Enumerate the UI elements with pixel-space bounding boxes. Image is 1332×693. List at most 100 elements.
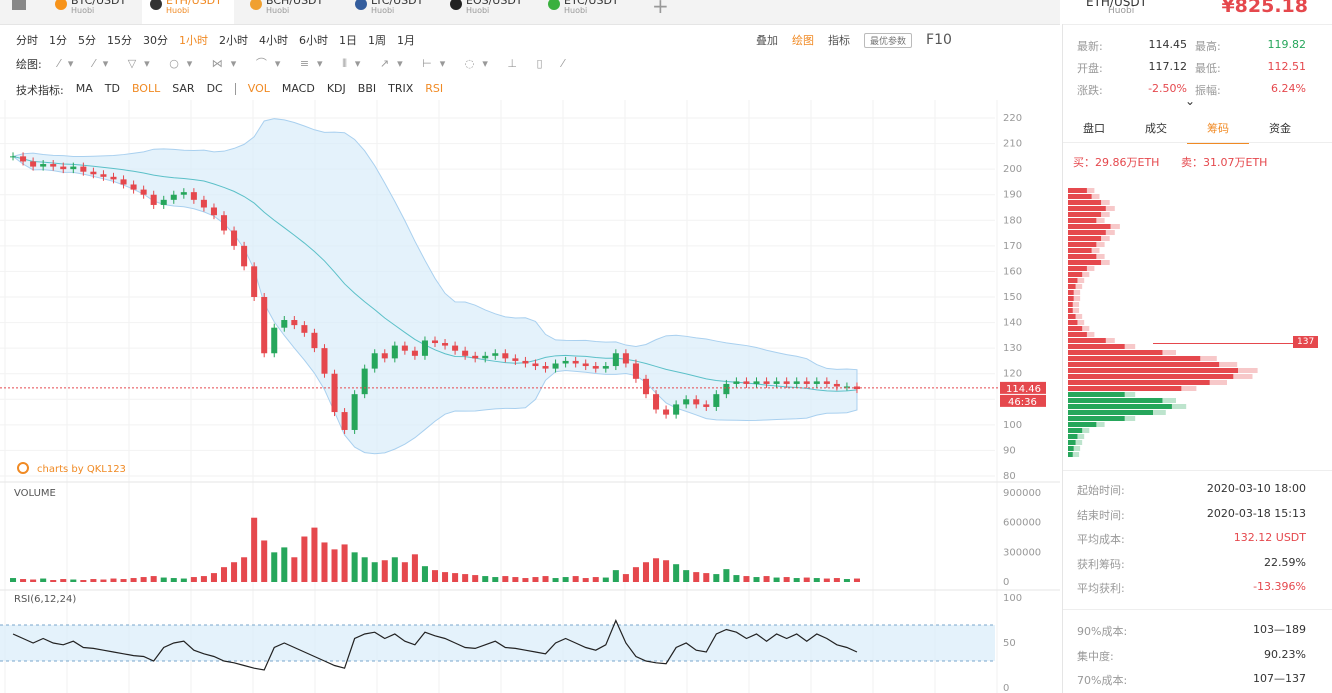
period[interactable]: 1小时 [179, 34, 208, 47]
watermark: charts by QKL123 [37, 464, 126, 475]
tab[interactable]: ETH/USDT Huobi [142, 0, 234, 24]
period[interactable]: 1分 [49, 34, 67, 47]
chip-bar [1068, 386, 1182, 391]
volume-bar [50, 580, 57, 582]
period[interactable]: 4小时 [259, 34, 288, 47]
volume-bar [542, 576, 549, 582]
chart: 8090100110120130140150160170180190200210… [0, 100, 1060, 693]
sub-indicator[interactable]: VOL [247, 82, 270, 95]
quote-label: 最高: [1195, 40, 1221, 53]
chip-bar [1068, 188, 1087, 193]
chip-bar [1068, 302, 1073, 307]
tool[interactable]: 绘图 [792, 34, 814, 47]
volume-bar [190, 577, 197, 582]
main-indicator[interactable]: MA [75, 82, 93, 95]
candle [522, 360, 529, 364]
chip-bar [1068, 446, 1074, 451]
candle [170, 194, 177, 200]
sub-indicator[interactable]: BBI [357, 82, 377, 95]
chip-bar [1068, 260, 1102, 265]
tab-exchange: Huobi [371, 6, 395, 15]
sub-indicator[interactable]: RSI [425, 82, 444, 95]
volume-bar [773, 577, 780, 582]
volume-bar [723, 569, 730, 582]
tab[interactable]: BCH/USDT Huobi [242, 0, 334, 24]
expand[interactable]: ⌄ [1185, 94, 1196, 108]
main-indicator[interactable]: DC [206, 82, 223, 95]
panel-tab[interactable]: 筹码 [1187, 120, 1249, 144]
candle [50, 164, 57, 167]
panel-tab[interactable]: 成交 [1145, 122, 1167, 135]
period[interactable]: 分时 [16, 34, 38, 47]
period[interactable]: 15分 [107, 34, 132, 47]
tab[interactable]: LTC/USDT Huobi [347, 0, 439, 24]
add-tab[interactable]: + [652, 0, 669, 18]
candle [743, 381, 750, 384]
tab-icon [355, 0, 367, 10]
period[interactable]: 1周 [368, 34, 386, 47]
tool[interactable]: 叠加 [756, 34, 778, 47]
quote-value: 117.12 [1148, 60, 1188, 73]
panel-tab[interactable]: 盘口 [1083, 122, 1105, 135]
chip-bar-shadow [1068, 446, 1081, 451]
chip-bar [1068, 434, 1078, 439]
watermark-icon [17, 462, 29, 474]
volume-bar [833, 578, 840, 582]
candle [823, 381, 830, 384]
best-params[interactable]: 最优参数 [864, 32, 913, 48]
volume-bar [653, 558, 660, 582]
candle [291, 320, 298, 326]
volume-bar [482, 576, 489, 582]
candle [311, 332, 318, 349]
period[interactable]: 30分 [143, 34, 168, 47]
period[interactable]: 1日 [339, 34, 357, 47]
boll-mid [12, 155, 858, 392]
candle [622, 353, 629, 364]
y-tick-label: 600000 [1003, 518, 1041, 529]
candle [40, 164, 47, 167]
period[interactable]: 2小时 [219, 34, 248, 47]
quote-value: -2.50% [1148, 82, 1187, 95]
volume-bar [120, 579, 127, 582]
f10[interactable]: F10 [926, 32, 952, 48]
chip-bar [1068, 200, 1102, 205]
sub-indicator[interactable]: KDJ [326, 82, 346, 95]
period[interactable]: 6小时 [299, 34, 328, 47]
period[interactable]: 1月 [397, 34, 415, 47]
volume-bar [301, 536, 308, 582]
candle [653, 394, 660, 410]
main-indicator[interactable]: BOLL [131, 82, 161, 95]
candle [231, 230, 238, 246]
chip-bar [1068, 206, 1106, 211]
stat-value: 103—189 [1253, 623, 1306, 636]
tab[interactable]: ETC/USDT Huobi [540, 0, 632, 24]
chip-bar [1068, 284, 1076, 289]
candle [703, 404, 710, 407]
tab[interactable]: BTC/USDT Huobi [47, 0, 139, 24]
menu-icon[interactable] [12, 0, 26, 10]
header-price: ¥825.18 [1221, 0, 1308, 17]
tab[interactable]: EOS/USDT Huobi [442, 0, 534, 24]
stat-label: 结束时间: [1077, 508, 1125, 522]
main-indicator[interactable]: TD [104, 82, 120, 95]
draw-tools[interactable]: ⁄▾ ⁄▾ ▽▾ ○▾ ⋈▾ ⌒▾ ≡▾ ⦀▾ ↗▾ ⊢▾ ◌▾ ⊥ ▯ ⁄ [58, 57, 572, 70]
y-tick-label: 160 [1003, 266, 1022, 277]
y-tick-label: 80 [1003, 471, 1016, 482]
sub-indicator[interactable]: MACD [281, 82, 315, 95]
panel-tab[interactable]: 资金 [1269, 122, 1291, 135]
period[interactable]: 5分 [78, 34, 96, 47]
sub-indicator[interactable]: TRIX [388, 82, 414, 95]
chip-bar-shadow [1068, 452, 1080, 457]
candle [160, 199, 167, 205]
chip-bar [1068, 338, 1106, 343]
main-indicator[interactable]: SAR [172, 82, 195, 95]
volume-bar [823, 578, 830, 582]
buy-volume: 买：29.86万ETH [1073, 156, 1160, 169]
candle [683, 399, 690, 405]
candle [331, 373, 338, 413]
tool[interactable]: 指标 [828, 34, 850, 47]
candle [803, 381, 810, 384]
candle [592, 366, 599, 369]
volume-bar [210, 573, 217, 582]
y-tick-label: 210 [1003, 139, 1022, 150]
